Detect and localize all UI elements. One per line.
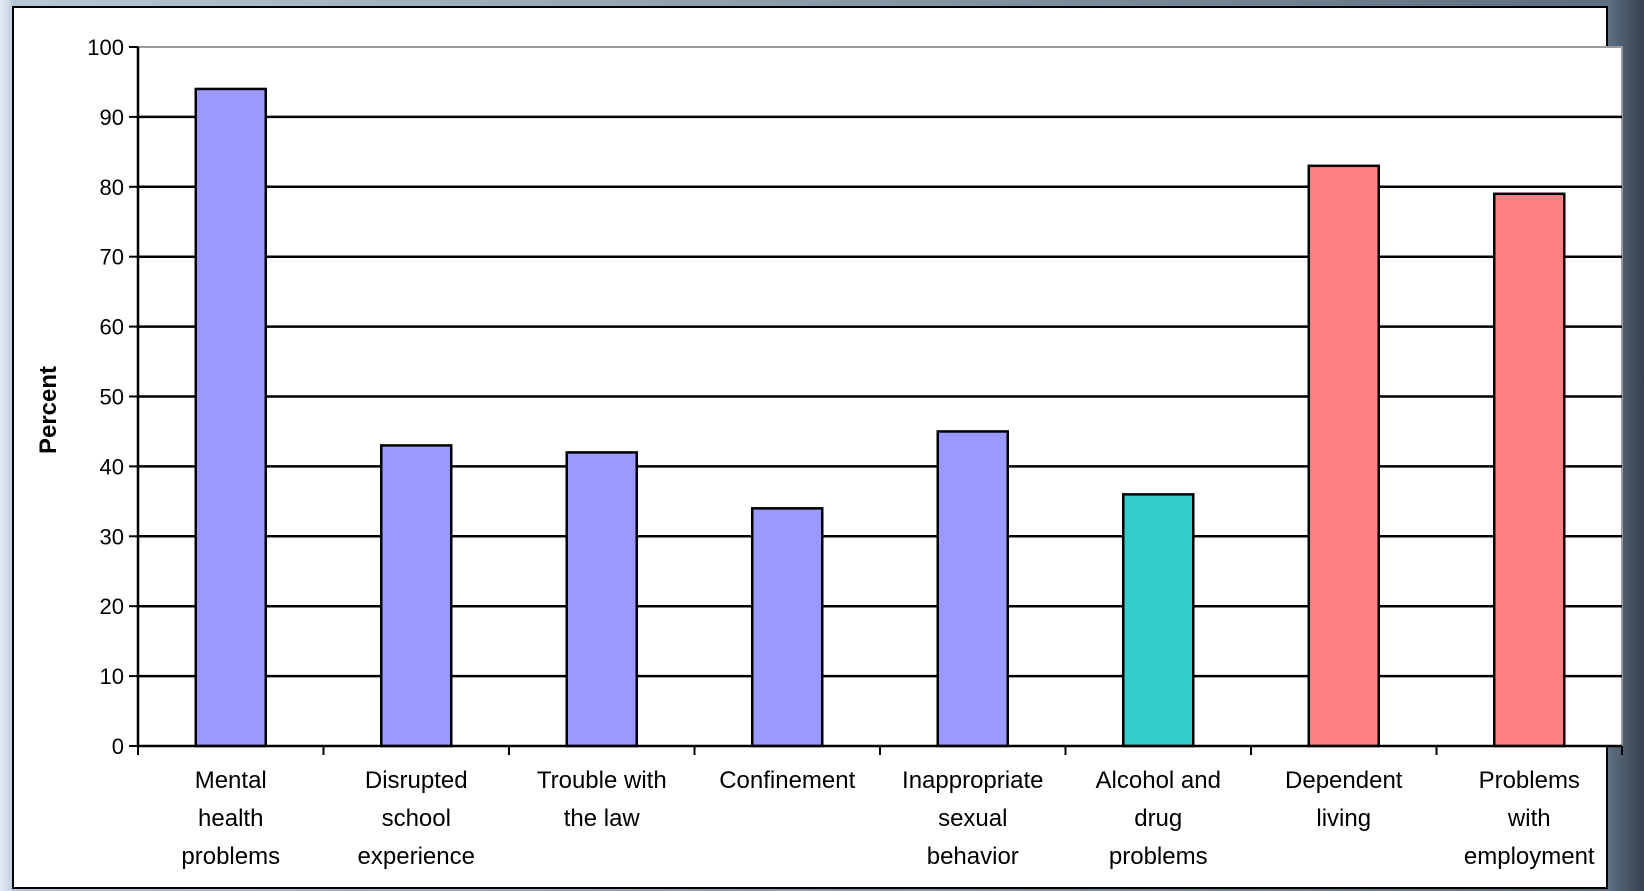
x-tick-label-line: Mental bbox=[195, 767, 267, 794]
x-tick-label-line: health bbox=[198, 805, 263, 832]
bar bbox=[1122, 493, 1195, 748]
bar bbox=[751, 507, 824, 748]
x-tick-label-line: the law bbox=[564, 805, 641, 832]
axes bbox=[129, 46, 1623, 755]
bars bbox=[194, 87, 1566, 748]
x-tick-label-line: Confinement bbox=[719, 767, 855, 794]
x-tick-label-line: drug bbox=[1134, 805, 1182, 832]
x-tick-label-line: with bbox=[1507, 805, 1551, 832]
x-tick-label-line: Problems bbox=[1479, 767, 1580, 794]
x-tick-label-line: school bbox=[382, 805, 451, 832]
x-tick-label: Inappropriate sexual behavior bbox=[902, 767, 1043, 870]
y-tick-label: 50 bbox=[100, 385, 124, 410]
x-tick-label-line: Dependent bbox=[1285, 767, 1403, 794]
x-tick-label: Trouble with the law bbox=[537, 767, 667, 832]
x-tick-label-line: behavior bbox=[927, 843, 1019, 870]
bar bbox=[936, 430, 1009, 748]
gridlines bbox=[137, 46, 1623, 747]
y-tick-label: 70 bbox=[100, 245, 124, 270]
x-tick-label-line: sexual bbox=[938, 805, 1007, 832]
y-tick-label: 100 bbox=[87, 35, 124, 60]
x-tick-label: Dependent living bbox=[1285, 767, 1403, 832]
y-tick-label: 20 bbox=[100, 594, 124, 619]
y-tick-label: 0 bbox=[112, 734, 124, 759]
x-tick-label-line: Inappropriate bbox=[902, 767, 1043, 794]
x-tick-label: Confinement bbox=[719, 767, 855, 794]
x-tick-labels: Mental health problems Disrupted school exper… bbox=[181, 767, 1595, 870]
x-tick-label: Problems with employment bbox=[1464, 767, 1595, 870]
bar bbox=[565, 451, 638, 748]
x-tick-label-line: problems bbox=[1109, 843, 1208, 870]
x-tick-label-line: experience bbox=[358, 843, 475, 870]
y-axis-label: Percent bbox=[35, 366, 62, 454]
y-tick-label: 80 bbox=[100, 175, 124, 200]
bar bbox=[1307, 164, 1380, 748]
x-tick-label-line: living bbox=[1316, 805, 1371, 832]
x-tick-label-line: Alcohol and bbox=[1096, 767, 1221, 794]
x-tick-label-line: Disrupted bbox=[365, 767, 468, 794]
x-tick-label: Mental health problems bbox=[181, 767, 280, 870]
x-tick-label-line: problems bbox=[181, 843, 280, 870]
bar bbox=[1493, 192, 1566, 748]
y-tick-label: 30 bbox=[100, 524, 124, 549]
x-tick-label-line: Trouble with bbox=[537, 767, 667, 794]
y-tick-label: 90 bbox=[100, 105, 124, 130]
y-tick-labels: 0 10 20 30 40 50 60 70 80 90 100 bbox=[87, 35, 124, 759]
y-tick-label: 60 bbox=[100, 315, 124, 340]
y-tick-label: 40 bbox=[100, 454, 124, 479]
bar bbox=[380, 444, 453, 748]
x-tick-label: Alcohol and drug problems bbox=[1096, 767, 1221, 870]
bar bbox=[194, 87, 267, 748]
x-tick-label-line: employment bbox=[1464, 843, 1595, 870]
y-tick-label: 10 bbox=[100, 664, 124, 689]
x-tick-label: Disrupted school experience bbox=[358, 767, 475, 870]
